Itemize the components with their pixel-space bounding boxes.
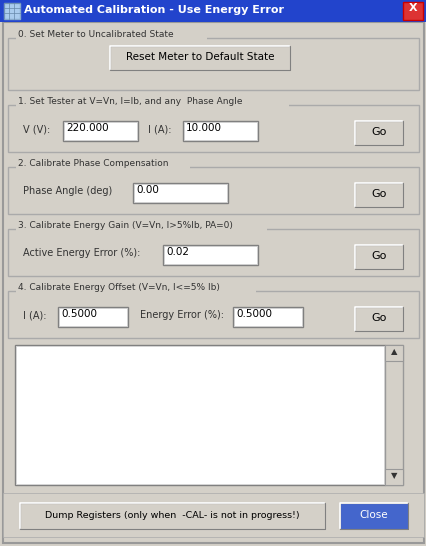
Text: Close: Close: [359, 510, 387, 520]
Text: Go: Go: [371, 313, 386, 323]
Text: Energy Error (%):: Energy Error (%):: [140, 310, 224, 320]
Text: 0.5000: 0.5000: [236, 309, 271, 319]
Text: X: X: [408, 3, 416, 13]
Text: Go: Go: [371, 251, 386, 261]
Text: ▲: ▲: [390, 347, 396, 356]
Text: Dump Registers (only when  -CAL- is not in progress!): Dump Registers (only when -CAL- is not i…: [45, 511, 299, 519]
Bar: [8, 38, 418, 90]
Bar: [16, 30, 207, 41]
Bar: [183, 121, 257, 141]
Bar: [64, 122, 137, 140]
Bar: [134, 184, 227, 202]
Bar: [8, 291, 418, 338]
Bar: [132, 183, 227, 203]
Text: 0. Set Meter to Uncalibrated State: 0. Set Meter to Uncalibrated State: [18, 30, 173, 39]
Bar: [355, 122, 403, 146]
Text: I (A):: I (A):: [148, 124, 171, 134]
Bar: [16, 221, 267, 232]
Bar: [16, 159, 190, 170]
Bar: [4, 3, 20, 19]
Bar: [355, 246, 403, 270]
Bar: [15, 345, 384, 485]
Bar: [20, 503, 324, 529]
Bar: [354, 183, 402, 207]
Bar: [8, 229, 418, 276]
Bar: [3, 493, 423, 537]
Text: 220.000: 220.000: [66, 123, 108, 133]
Text: Go: Go: [371, 189, 386, 199]
Text: Go: Go: [371, 127, 386, 137]
Bar: [111, 47, 290, 71]
Text: 0.02: 0.02: [166, 247, 189, 257]
Bar: [354, 121, 402, 145]
Bar: [21, 504, 325, 530]
Text: I (A):: I (A):: [23, 310, 46, 320]
Text: Automated Calibration - Use Energy Error: Automated Calibration - Use Energy Error: [24, 5, 283, 15]
Text: ▼: ▼: [390, 471, 396, 480]
Bar: [58, 307, 128, 327]
Text: 3. Calibrate Energy Gain (V=Vn, I>5%Ib, PA=0): 3. Calibrate Energy Gain (V=Vn, I>5%Ib, …: [18, 221, 232, 230]
Text: 1. Set Tester at V=Vn, I=Ib, and any  Phase Angle: 1. Set Tester at V=Vn, I=Ib, and any Pha…: [18, 97, 242, 106]
Text: 4. Calibrate Energy Offset (V=Vn, I<=5% Ib): 4. Calibrate Energy Offset (V=Vn, I<=5% …: [18, 283, 219, 292]
Text: Reset Meter to Default State: Reset Meter to Default State: [125, 52, 273, 62]
Bar: [8, 167, 418, 214]
Bar: [16, 97, 289, 108]
Bar: [16, 283, 256, 294]
Bar: [59, 308, 127, 326]
Bar: [164, 246, 256, 264]
Bar: [354, 245, 402, 269]
Bar: [384, 345, 402, 485]
Bar: [163, 245, 257, 265]
Bar: [339, 503, 407, 529]
Text: 10.000: 10.000: [186, 123, 222, 133]
Bar: [355, 308, 403, 332]
Text: 2. Calibrate Phase Compensation: 2. Calibrate Phase Compensation: [18, 159, 168, 168]
Bar: [384, 345, 402, 361]
Bar: [340, 504, 408, 530]
Text: 0.00: 0.00: [136, 185, 158, 195]
Text: 0.5000: 0.5000: [61, 309, 97, 319]
Bar: [355, 184, 403, 208]
Text: Active Energy Error (%):: Active Energy Error (%):: [23, 248, 140, 258]
Bar: [184, 122, 256, 140]
Bar: [402, 2, 422, 20]
Bar: [354, 307, 402, 331]
Text: Phase Angle (deg): Phase Angle (deg): [23, 186, 112, 196]
Bar: [8, 105, 418, 152]
Bar: [233, 308, 301, 326]
Bar: [16, 346, 383, 484]
Bar: [0, 0, 426, 22]
Text: V (V):: V (V):: [23, 124, 50, 134]
Bar: [384, 469, 402, 485]
Bar: [63, 121, 138, 141]
Bar: [110, 46, 289, 70]
Bar: [233, 307, 302, 327]
